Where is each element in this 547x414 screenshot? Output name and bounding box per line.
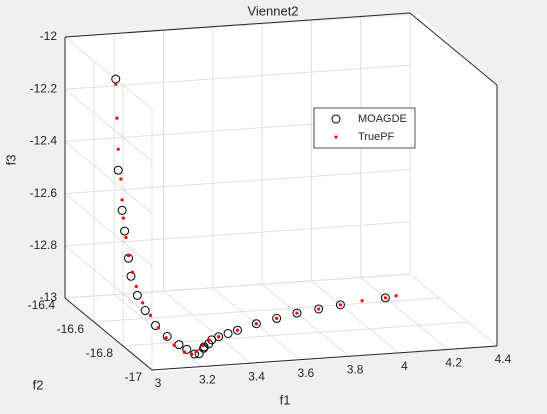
data-point <box>292 308 302 318</box>
grid-line <box>409 273 498 347</box>
data-point <box>116 147 120 151</box>
z-tick-label: -12.2 <box>30 81 58 95</box>
data-point <box>254 322 258 326</box>
data-point <box>194 349 204 359</box>
x-tick-label: 3 <box>155 376 162 390</box>
grid-line <box>311 280 399 354</box>
data-point <box>223 328 233 338</box>
data-point <box>335 300 345 310</box>
grid-line <box>64 193 153 266</box>
axes-box <box>64 12 498 371</box>
legend: MOAGDE TruePF <box>313 107 416 149</box>
data-point <box>148 313 153 317</box>
chart-title: Viennet2 <box>247 3 298 18</box>
grid-line <box>113 294 202 367</box>
tick-labels: 3 3.2 3.4 3.6 3.8 4 4.2 4.4-17-16.8-16.6-16.4-1… <box>28 29 512 390</box>
grid-line <box>64 36 153 110</box>
data-point <box>383 296 387 300</box>
x-tick-label: 4.4 <box>495 352 512 366</box>
data-point <box>156 326 160 330</box>
grid-line <box>122 321 469 347</box>
y-tick-label: -16.8 <box>86 346 114 360</box>
data-point <box>190 352 194 356</box>
z-tick-label: -12 <box>40 29 58 43</box>
z-tick-label: -12.4 <box>30 134 58 148</box>
data-point <box>317 307 321 311</box>
z-axis-label: f3 <box>3 155 18 166</box>
axis-edge <box>64 12 411 38</box>
x-tick-label: 3.2 <box>199 373 216 387</box>
x-tick-label: 3.8 <box>347 362 364 376</box>
data-point <box>130 270 135 274</box>
data-point <box>199 342 209 352</box>
x-tick-label: 4 <box>401 359 408 373</box>
data-point <box>251 319 261 329</box>
data-point <box>132 290 142 300</box>
x-tick-label: 3.6 <box>298 366 315 380</box>
data-point <box>140 306 150 316</box>
x-tick-label: 4.2 <box>445 356 462 370</box>
data-point <box>134 284 138 288</box>
data-point <box>115 116 119 120</box>
data-point <box>150 320 160 330</box>
y-tick-label: -16.6 <box>57 322 85 336</box>
axis-edge <box>151 345 498 371</box>
legend-box <box>313 107 416 149</box>
legend-label: MOAGDE <box>358 113 407 125</box>
data-point <box>360 299 364 303</box>
z-tick-label: -13 <box>40 290 58 304</box>
data-point <box>120 198 124 202</box>
legend-symbol <box>331 114 341 124</box>
y-axis-label: f2 <box>33 377 44 392</box>
z-tick-label: -12.6 <box>30 186 58 200</box>
data-point <box>380 293 390 303</box>
axis-edge <box>64 297 153 371</box>
data-point <box>182 350 186 354</box>
x-axis-label: f1 <box>280 392 291 407</box>
grid-line <box>360 277 449 350</box>
data-point <box>117 205 127 215</box>
data-point <box>126 253 131 258</box>
grid-line <box>64 245 153 319</box>
data-point <box>217 335 221 339</box>
data-point <box>121 216 125 220</box>
z-tick-label: -12.8 <box>30 238 58 252</box>
data-point <box>275 316 279 320</box>
data-point <box>272 313 282 323</box>
data-point <box>214 332 224 342</box>
grid-line <box>64 88 153 162</box>
y-tick-label: -17 <box>125 370 143 384</box>
grid-line <box>64 141 153 214</box>
data-point <box>182 344 192 354</box>
data-point <box>141 301 145 305</box>
legend-symbol <box>334 135 338 139</box>
data-point <box>113 165 123 175</box>
data-point <box>124 235 128 240</box>
data-point <box>119 177 123 181</box>
data-point <box>295 311 299 315</box>
data-point <box>338 303 343 307</box>
data-point <box>207 338 211 342</box>
data-point <box>162 331 172 341</box>
data-point <box>164 336 168 340</box>
data-point <box>201 344 205 348</box>
data-point <box>194 349 198 353</box>
data-point <box>394 294 398 298</box>
legend-label: TruePF <box>358 131 395 143</box>
y-tick-label: -16.4 <box>28 298 56 312</box>
data-point <box>233 325 243 335</box>
data-point <box>172 343 176 347</box>
data-point <box>235 328 240 332</box>
grid-line <box>261 283 350 357</box>
grid-line <box>163 290 251 364</box>
axis-edge <box>409 12 498 86</box>
data-point <box>120 226 130 236</box>
x-tick-label: 3.4 <box>248 369 265 383</box>
data-point <box>314 304 324 314</box>
data-point <box>114 82 118 86</box>
plot-area <box>65 15 497 372</box>
marks <box>111 74 398 359</box>
